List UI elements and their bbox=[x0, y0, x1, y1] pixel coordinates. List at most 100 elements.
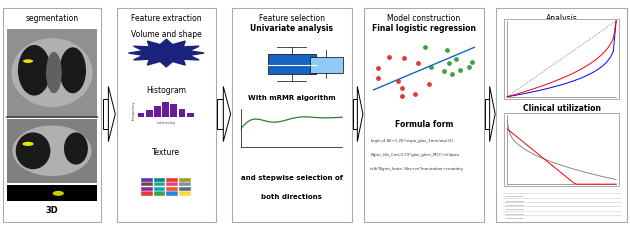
Bar bbox=[141, 183, 152, 187]
Bar bbox=[138, 113, 144, 118]
Bar bbox=[7, 119, 97, 183]
Point bbox=[410, 93, 420, 96]
Bar bbox=[7, 185, 97, 202]
Text: Texture: Texture bbox=[152, 148, 180, 157]
Bar bbox=[179, 192, 190, 196]
Text: Volume and shape: Volume and shape bbox=[131, 30, 202, 39]
Bar bbox=[496, 9, 627, 222]
Bar bbox=[141, 187, 152, 191]
Bar bbox=[141, 192, 152, 196]
Point bbox=[442, 49, 452, 53]
Point bbox=[399, 57, 409, 61]
Text: With mRMR algorithm: With mRMR algorithm bbox=[248, 94, 336, 100]
Ellipse shape bbox=[64, 133, 88, 165]
Ellipse shape bbox=[52, 191, 64, 196]
Text: tslb*Ngtm_lnate, Sbv+vs*lnmutation+creatinty: tslb*Ngtm_lnate, Sbv+vs*lnmutation+creat… bbox=[370, 166, 464, 170]
Text: Feature extraction: Feature extraction bbox=[131, 14, 202, 23]
Point bbox=[444, 62, 454, 65]
Ellipse shape bbox=[23, 60, 33, 64]
Bar bbox=[179, 187, 190, 191]
Text: frequency: frequency bbox=[132, 100, 136, 120]
Point bbox=[393, 79, 403, 83]
Point bbox=[450, 57, 461, 61]
Bar bbox=[166, 192, 178, 196]
Point bbox=[413, 61, 423, 65]
Text: ──────────: ────────── bbox=[506, 212, 524, 216]
Text: Feature selection: Feature selection bbox=[259, 14, 324, 23]
Point bbox=[424, 83, 434, 87]
Bar bbox=[154, 187, 165, 191]
Polygon shape bbox=[357, 87, 363, 142]
Bar bbox=[117, 9, 216, 222]
Point bbox=[447, 73, 457, 77]
Point bbox=[439, 70, 449, 74]
Bar bbox=[364, 9, 484, 222]
Ellipse shape bbox=[46, 53, 62, 94]
Bar bbox=[3, 9, 101, 222]
Bar bbox=[309, 57, 343, 74]
Text: 3D: 3D bbox=[45, 205, 59, 214]
Polygon shape bbox=[223, 87, 231, 142]
Point bbox=[420, 46, 430, 50]
Point bbox=[455, 68, 466, 72]
Ellipse shape bbox=[13, 126, 91, 176]
Text: ──────────: ────────── bbox=[506, 207, 524, 211]
Ellipse shape bbox=[23, 142, 34, 146]
Text: and stepwise selection of: and stepwise selection of bbox=[241, 174, 343, 180]
Bar bbox=[166, 183, 178, 187]
Bar bbox=[485, 100, 490, 129]
Text: Formula form: Formula form bbox=[395, 119, 453, 128]
Text: Analysis: Analysis bbox=[546, 14, 578, 23]
Bar bbox=[154, 183, 165, 187]
Bar bbox=[179, 109, 185, 118]
Point bbox=[384, 56, 394, 60]
Bar bbox=[504, 19, 619, 100]
Text: Ngtm_Gls_Cmt-0.79*glas_glcm_MCC+ellipsm: Ngtm_Gls_Cmt-0.79*glas_glcm_MCC+ellipsm bbox=[370, 153, 459, 157]
Bar bbox=[217, 100, 223, 129]
Bar bbox=[179, 178, 190, 182]
Bar bbox=[268, 55, 316, 74]
Point bbox=[467, 61, 477, 65]
Text: ──────────: ────────── bbox=[506, 203, 524, 207]
Text: segmentation: segmentation bbox=[25, 14, 79, 23]
Bar bbox=[187, 114, 193, 118]
Bar bbox=[166, 178, 178, 182]
Point bbox=[426, 66, 436, 70]
Text: ──────────: ────────── bbox=[506, 194, 524, 198]
Bar bbox=[154, 192, 165, 196]
Bar bbox=[103, 100, 108, 129]
Point bbox=[464, 66, 474, 70]
Bar bbox=[7, 30, 97, 117]
Bar bbox=[504, 113, 619, 187]
Ellipse shape bbox=[59, 48, 86, 94]
Point bbox=[373, 67, 383, 70]
Ellipse shape bbox=[16, 133, 50, 169]
Point bbox=[372, 76, 382, 80]
Text: Final logistic regression: Final logistic regression bbox=[372, 24, 476, 33]
Bar bbox=[141, 178, 152, 182]
Bar bbox=[170, 104, 177, 118]
Point bbox=[397, 94, 407, 98]
Text: Histogram: Histogram bbox=[146, 86, 186, 95]
Bar bbox=[232, 9, 352, 222]
Text: Logit=4.86+1.26*respa_glas_1mm(ata)(3): Logit=4.86+1.26*respa_glas_1mm(ata)(3) bbox=[370, 139, 454, 143]
Polygon shape bbox=[108, 87, 115, 142]
Polygon shape bbox=[129, 40, 204, 68]
Text: ──────────: ────────── bbox=[506, 199, 524, 203]
Polygon shape bbox=[490, 87, 495, 142]
Text: intensity: intensity bbox=[157, 120, 176, 124]
Bar bbox=[146, 111, 152, 118]
Text: Model construction: Model construction bbox=[387, 14, 461, 23]
Bar bbox=[353, 100, 357, 129]
Text: ──────────: ────────── bbox=[506, 216, 524, 220]
Bar bbox=[154, 178, 165, 182]
Text: Univariate analysis: Univariate analysis bbox=[250, 24, 333, 33]
Bar bbox=[179, 183, 190, 187]
Text: Clinical utilization: Clinical utilization bbox=[523, 103, 600, 112]
Bar bbox=[154, 107, 161, 118]
Bar bbox=[163, 102, 169, 118]
Bar bbox=[166, 187, 178, 191]
Text: both directions: both directions bbox=[261, 193, 322, 199]
Ellipse shape bbox=[11, 39, 93, 108]
Ellipse shape bbox=[18, 46, 50, 96]
